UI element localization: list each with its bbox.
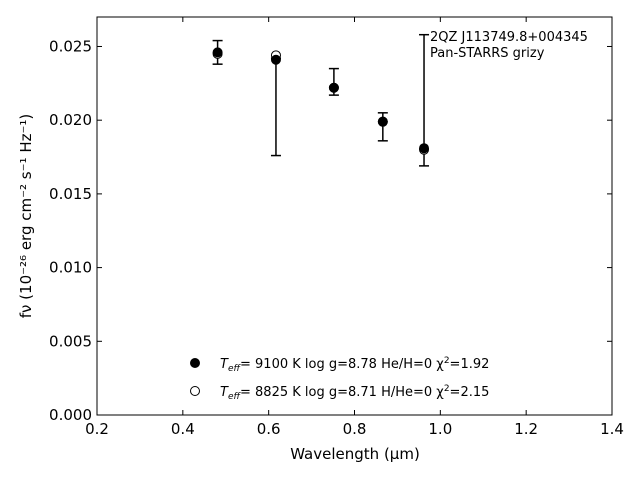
y-tick-label-5: 0.025	[49, 37, 92, 55]
legend-label-2-t: T	[220, 385, 229, 400]
ticks-group: 0.2 0.4 0.6 0.8 1.0 1.2 1.4 0.000 0.005 0.010 0.01…	[49, 17, 624, 438]
x-tick-label-6: 1.4	[600, 420, 624, 438]
x-tick-label-3: 0.8	[343, 420, 367, 438]
legend-label-1-sup: 2	[444, 356, 450, 366]
x-axis-label: Wavelength (μm)	[290, 445, 420, 463]
legend-label-1: Teff= 9100 K log g=8.78 He/H=0 χ2=1.92	[220, 356, 489, 374]
chart-annotation-line-2: Pan-STARRS grizy	[430, 46, 545, 61]
filled-point-2	[328, 82, 339, 93]
filled-point-3	[377, 116, 388, 127]
y-tick-label-0: 0.000	[49, 406, 92, 424]
legend-marker-filled	[190, 358, 200, 368]
filled-point-4	[419, 143, 430, 154]
x-tick-label-1: 0.4	[171, 420, 195, 438]
x-tick-label-2: 0.6	[257, 420, 281, 438]
y-tick-label-1: 0.005	[49, 332, 92, 350]
legend: Teff= 9100 K log g=8.78 He/H=0 χ2=1.92 T…	[190, 356, 489, 402]
y-tick-label-2: 0.010	[49, 259, 92, 277]
x-tick-label-0: 0.2	[85, 420, 109, 438]
legend-label-1-sub: eff	[228, 364, 242, 374]
legend-marker-open	[190, 386, 200, 396]
legend-label-1-t: T	[220, 357, 229, 372]
chart-annotation-line-1: 2QZ J113749.8+004345	[430, 30, 588, 45]
legend-label-2: Teff= 8825 K log g=8.71 H/He=0 χ2=2.15	[220, 384, 489, 402]
filled-point-1	[270, 54, 281, 65]
legend-label-2-main: = 8825 K log g=8.71 H/He=0 χ	[240, 385, 444, 400]
legend-label-2-sub: eff	[228, 392, 242, 402]
filled-point-0	[212, 47, 223, 58]
y-tick-label-3: 0.015	[49, 185, 92, 203]
legend-label-1-main: = 9100 K log g=8.78 He/H=0 χ	[240, 357, 444, 372]
x-tick-label-4: 1.0	[428, 420, 452, 438]
plot-frame	[96, 16, 613, 416]
y-axis-label: fν (10⁻²⁶ erg cm⁻² s⁻¹ Hz⁻¹)	[17, 114, 35, 319]
error-bars-group	[212, 33, 430, 167]
points-group	[212, 47, 430, 155]
y-tick-label-4: 0.020	[49, 111, 92, 129]
x-tick-label-5: 1.2	[514, 420, 538, 438]
legend-label-1-end: =1.92	[450, 357, 490, 372]
legend-label-2-end: =2.15	[450, 385, 490, 400]
legend-label-2-sup: 2	[444, 384, 450, 394]
